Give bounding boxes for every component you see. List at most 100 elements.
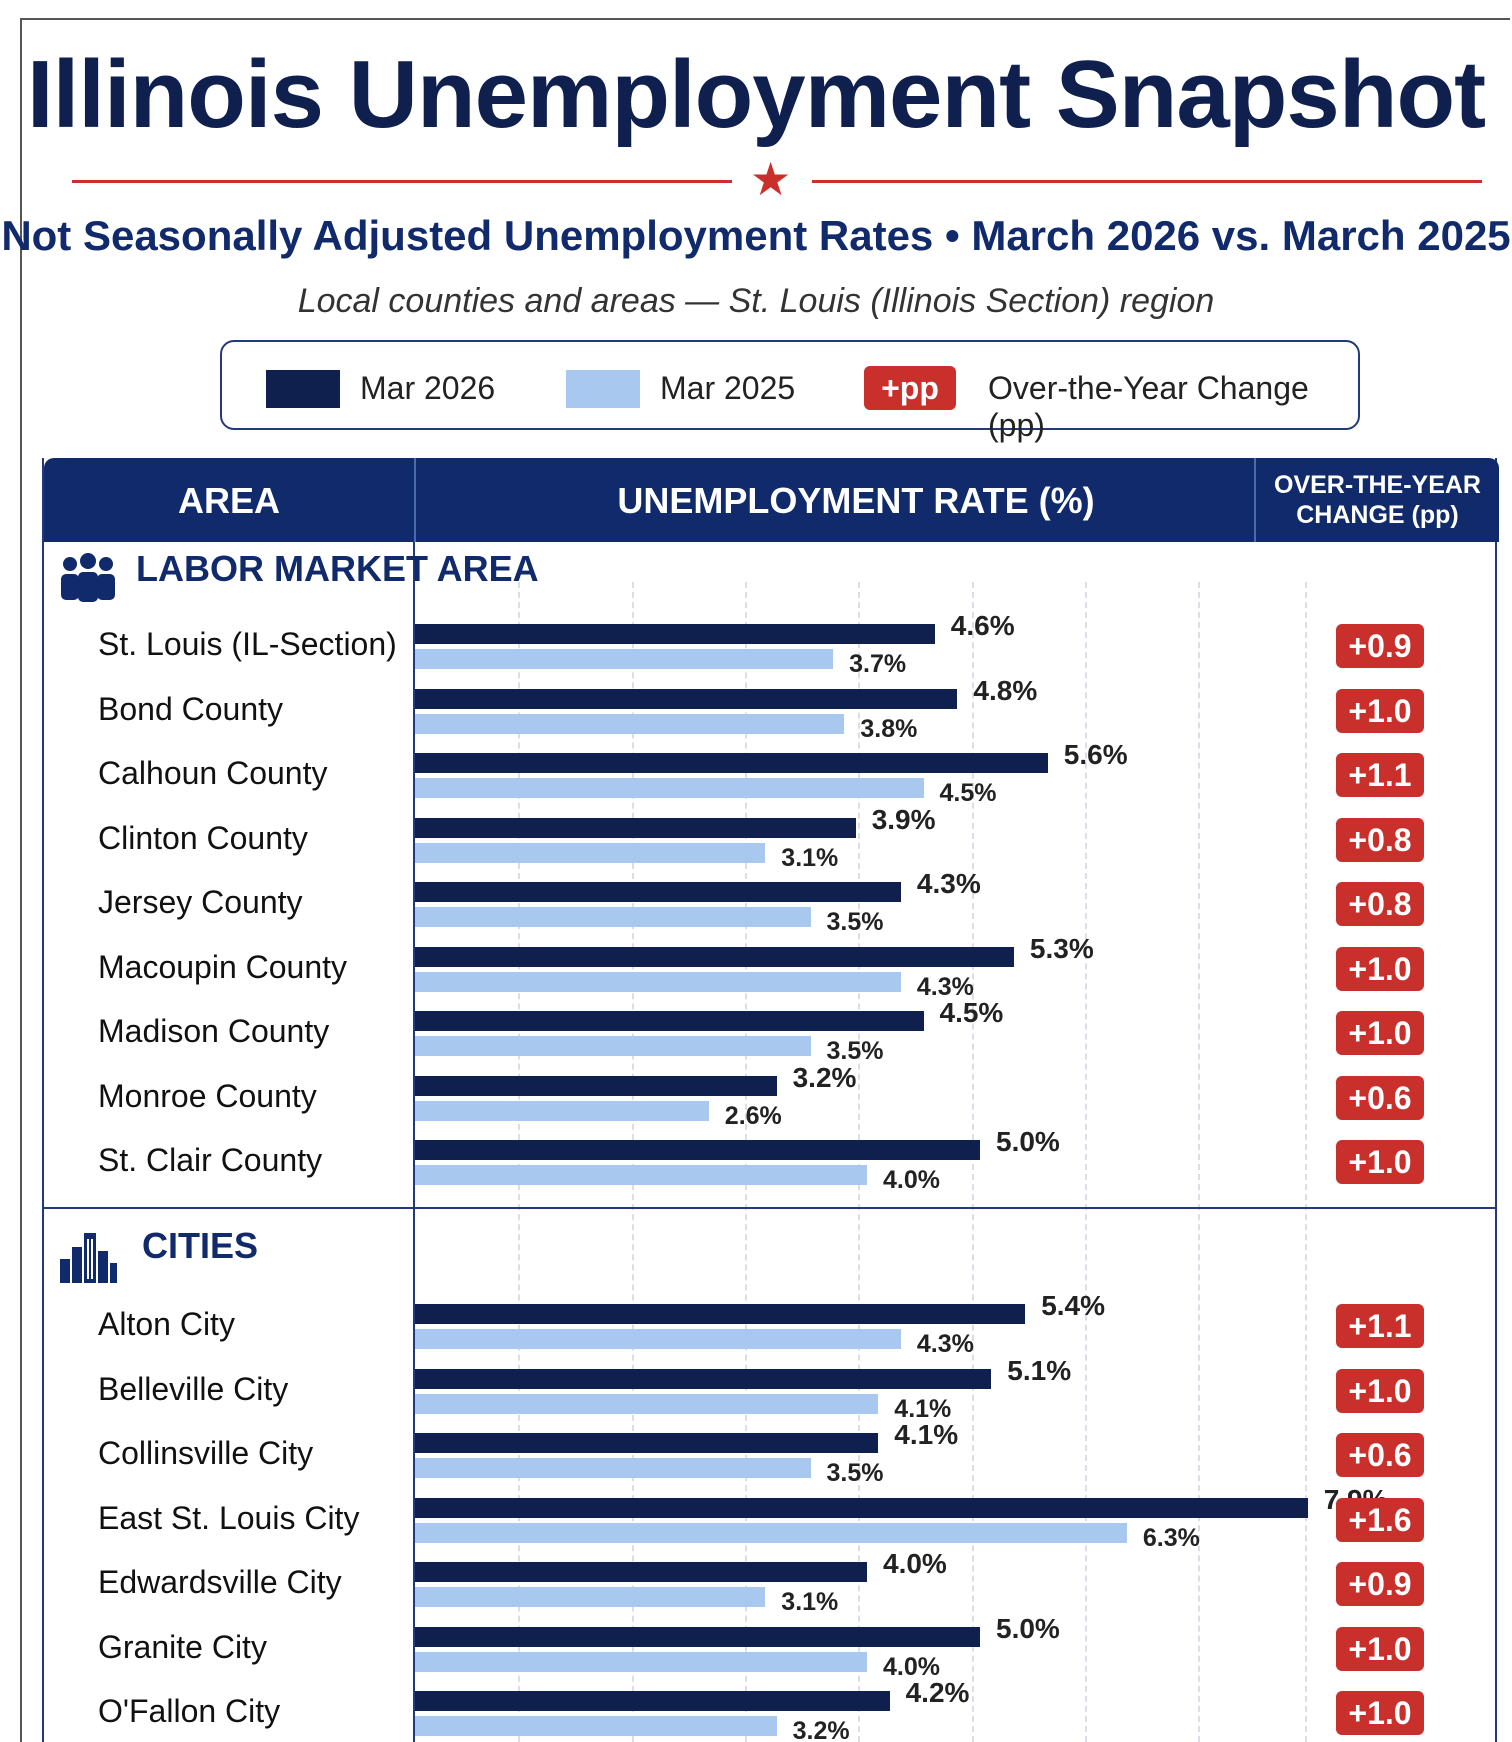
value-label-mar-2026: 5.6% [1063,739,1128,770]
area-label: Calhoun County [98,755,328,791]
bar-mar-2025 [415,1587,766,1607]
bar-mar-2025 [415,1458,811,1478]
area-label: O'Fallon City [98,1693,281,1729]
bar-mar-2026 [415,817,856,838]
change-badge: +1.0 [1336,1691,1424,1735]
gridline [972,582,974,1742]
value-label-mar-2025: 4.0% [883,1166,940,1194]
area-label: Madison County [98,1013,330,1049]
value-label-mar-2026: 4.0% [883,1548,947,1579]
legend: Mar 2026 Mar 2025 +pp Over-the-Year Chan… [220,340,1360,443]
value-label-mar-2025: 4.1% [894,1394,952,1423]
value-label-mar-2025: 4.5% [939,779,997,807]
change-badge: +1.0 [1336,1626,1424,1671]
bar-mar-2025 [415,842,766,863]
legend-label-current: Mar 2026 [360,370,496,406]
bar-mar-2026 [415,753,1048,773]
value-label-mar-2025: 3.1% [781,843,839,872]
area-label: St. Clair County [98,1142,323,1178]
bar-mar-2026 [415,1304,1026,1324]
bar-mar-2025 [415,778,924,798]
gridline [745,582,747,1742]
area-label: Jersey County [98,884,303,920]
change-badge: +0.6 [1336,1433,1424,1477]
area-label: Alton City [98,1306,235,1342]
table-header: AREA UNEMPLOYMENT RATE (%) OVER-THE-YEAR… [44,458,1499,542]
value-label-mar-2025: 3.5% [826,1037,884,1065]
value-label-mar-2026: 4.2% [905,1677,970,1708]
gridline [858,582,860,1742]
value-label-mar-2026: 3.2% [792,1061,857,1093]
area-label: Clinton County [98,819,308,856]
bar-mar-2026 [415,1075,777,1096]
bar-mar-2026 [415,1562,867,1582]
value-label-mar-2026: 4.5% [939,997,1004,1028]
people-group-icon [58,552,118,607]
bar-mar-2025 [415,971,901,992]
value-label-mar-2025: 4.3% [916,1330,974,1358]
value-label-mar-2025: 4.3% [916,972,974,1001]
bar-mar-2026 [415,624,935,644]
bar-mar-2026 [415,882,901,902]
value-label-mar-2026: 5.3% [1029,932,1094,964]
change-badge: +1.1 [1336,753,1424,797]
gridline [1198,582,1200,1742]
bar-mar-2026 [415,946,1014,967]
change-badge: +1.6 [1336,1497,1424,1542]
gridline [1305,582,1307,1742]
change-badge: +1.0 [1336,1011,1424,1055]
bar-mar-2025 [415,1165,867,1185]
section-heading: LABOR MARKET AREA [136,548,539,589]
change-badge: +0.9 [1336,1562,1424,1606]
change-badge: +1.0 [1336,1368,1424,1413]
value-label-mar-2026: 5.0% [996,1126,1060,1157]
change-badge: +0.8 [1336,882,1424,926]
section-heading: CITIES [142,1225,259,1266]
bar-mar-2026 [415,1691,890,1711]
legend-swatch-current [266,370,340,408]
gridline [1085,582,1087,1742]
value-label-mar-2026: 3.9% [871,803,936,835]
bar-mar-2026 [415,1368,992,1389]
area-label: Edwardsville City [98,1564,342,1600]
value-label-mar-2026: 4.1% [894,1419,959,1450]
bar-mar-2025 [415,1036,811,1056]
bar-mar-2026 [415,1433,879,1453]
section-divider [42,1207,1497,1209]
column-header-area: AREA [177,480,280,521]
bar-mar-2025 [415,1522,1127,1543]
value-label-mar-2025: 6.3% [1142,1523,1200,1552]
area-label: East St. Louis City [98,1499,360,1536]
value-label-mar-2026: 5.4% [1041,1290,1106,1321]
bar-mar-2026 [415,1497,1308,1518]
header-divider [1254,458,1256,542]
value-label-mar-2025: 3.5% [826,1459,884,1487]
bar-mar-2025 [415,1716,777,1736]
area-column-divider [413,542,415,1742]
change-badge: +0.6 [1336,1075,1424,1120]
title-rule-right [812,180,1482,183]
value-label-mar-2025: 3.5% [826,908,884,936]
column-header-rate: UNEMPLOYMENT RATE (%) [617,480,1095,521]
page-subtitle: Not Seasonally Adjusted Unemployment Rat… [1,212,1511,259]
bar-mar-2025 [415,1329,901,1349]
change-badge: +0.9 [1336,624,1424,668]
bar-mar-2026 [415,688,958,709]
bar-mar-2025 [415,1651,867,1672]
area-label: St. Louis (IL-Section) [98,626,397,662]
value-label-mar-2026: 5.1% [1007,1354,1072,1386]
title-rule-left [72,180,732,183]
area-label: Belleville City [98,1370,289,1407]
legend-change-badge: +pp [864,366,956,410]
value-label-mar-2026: 4.3% [916,868,981,899]
star-icon: ★ [750,153,792,205]
area-label: Monroe County [98,1077,317,1114]
page-frame [20,18,1510,1742]
value-label-mar-2025: 3.8% [860,714,918,743]
change-badge: +1.1 [1336,1304,1424,1348]
area-label: Collinsville City [98,1435,314,1471]
gridline [632,582,634,1742]
bar-mar-2025 [415,907,811,927]
value-label-mar-2026: 4.6% [950,610,1015,641]
